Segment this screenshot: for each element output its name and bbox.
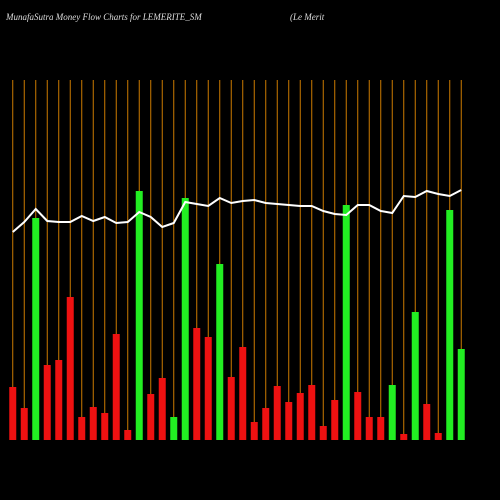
bar [342, 205, 350, 440]
bar [66, 297, 74, 440]
bar [388, 385, 396, 440]
bar [434, 433, 442, 440]
bar [457, 349, 465, 440]
bar [89, 407, 97, 440]
bar [20, 408, 28, 440]
bar [331, 400, 339, 440]
bar [319, 426, 327, 440]
bar [285, 402, 293, 440]
chart-subtitle: (Le Merit [290, 12, 325, 22]
bar [9, 387, 17, 440]
bar [250, 422, 258, 440]
bar [296, 393, 304, 440]
bar [43, 365, 51, 440]
bar [411, 312, 419, 440]
bar [181, 198, 189, 440]
bar [308, 385, 316, 440]
bar [55, 360, 63, 440]
bar [446, 210, 454, 440]
bar [32, 218, 40, 440]
bar [78, 417, 86, 440]
bar [227, 377, 235, 440]
bar [216, 264, 224, 440]
bar [124, 430, 132, 440]
bar [112, 334, 120, 440]
bar [158, 378, 166, 440]
bar [170, 417, 178, 440]
bar [193, 328, 201, 440]
money-flow-line [12, 189, 462, 233]
bar [365, 417, 373, 440]
bar [262, 408, 270, 440]
bar [135, 191, 143, 440]
chart-title: MunafaSutra Money Flow Charts for LEMERI… [5, 12, 202, 22]
bar [354, 392, 362, 440]
bar [400, 434, 408, 440]
bar [377, 417, 385, 440]
bar [147, 394, 155, 440]
bar [423, 404, 431, 440]
bar [239, 347, 247, 440]
bar [273, 386, 281, 440]
bar [101, 413, 109, 440]
bar [204, 337, 212, 440]
